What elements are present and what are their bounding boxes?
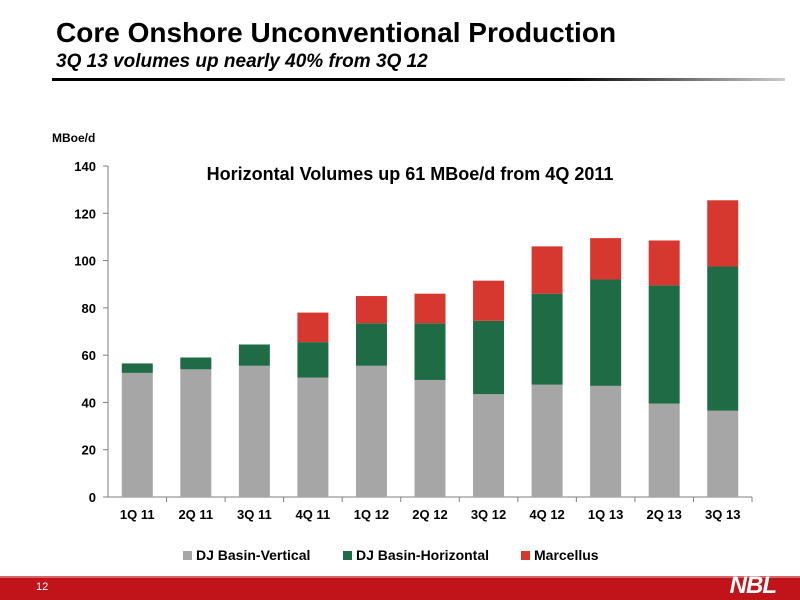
bar-marcellus-2q-13 bbox=[648, 240, 680, 286]
bar-marcellus-4q-11 bbox=[297, 312, 329, 343]
bar-dj-basin-horizontal-1q-11 bbox=[121, 363, 153, 373]
legend-label-marcellus: Marcellus bbox=[534, 547, 599, 563]
y-tick-label: 100 bbox=[74, 254, 96, 269]
bar-dj-basin-horizontal-3q-13 bbox=[707, 266, 739, 411]
bar-dj-basin-horizontal-2q-11 bbox=[180, 357, 212, 370]
bar-dj-basin-vertical-3q-11 bbox=[238, 365, 270, 497]
bar-dj-basin-horizontal-1q-12 bbox=[355, 323, 387, 366]
bar-marcellus-2q-12 bbox=[414, 293, 446, 324]
x-tick-label: 4Q 12 bbox=[529, 507, 564, 522]
bar-dj-basin-horizontal-2q-13 bbox=[648, 285, 680, 404]
chart-title: Horizontal Volumes up 61 MBoe/d from 4Q … bbox=[207, 164, 614, 184]
bar-marcellus-3q-12 bbox=[473, 280, 505, 321]
legend-label-dj-basin-vertical: DJ Basin-Vertical bbox=[196, 547, 310, 563]
footer-bar: 12 NBL bbox=[0, 572, 800, 600]
bar-dj-basin-horizontal-1q-13 bbox=[590, 279, 622, 386]
bar-marcellus-1q-13 bbox=[590, 238, 622, 280]
stacked-bar-chart: MBoe/d Horizontal Volumes up 61 MBoe/d f… bbox=[52, 131, 753, 563]
x-tick-label: 1Q 13 bbox=[588, 507, 623, 522]
legend-label-dj-basin-horizontal: DJ Basin-Horizontal bbox=[356, 547, 489, 563]
bar-dj-basin-horizontal-4q-12 bbox=[531, 293, 563, 385]
y-tick-label: 120 bbox=[74, 206, 96, 221]
y-tick-label: 60 bbox=[82, 348, 96, 363]
x-tick-label: 2Q 11 bbox=[178, 507, 213, 522]
nbl-logo: NBL bbox=[729, 572, 777, 599]
footer-stripe bbox=[0, 576, 800, 578]
bar-dj-basin-vertical-3q-13 bbox=[707, 410, 739, 497]
bar-dj-basin-horizontal-3q-12 bbox=[473, 320, 505, 395]
x-tick-label: 1Q 11 bbox=[120, 507, 155, 522]
y-tick-label: 140 bbox=[74, 159, 96, 174]
title-rule bbox=[52, 78, 785, 81]
bar-dj-basin-vertical-1q-11 bbox=[121, 372, 153, 498]
bar-dj-basin-horizontal-3q-11 bbox=[238, 344, 270, 366]
bar-marcellus-3q-13 bbox=[707, 200, 739, 267]
x-tick-label: 2Q 12 bbox=[412, 507, 447, 522]
bar-dj-basin-vertical-1q-12 bbox=[355, 365, 387, 497]
x-tick-label: 4Q 11 bbox=[296, 507, 331, 522]
bar-dj-basin-vertical-3q-12 bbox=[473, 394, 505, 497]
legend-swatch-dj-basin-vertical bbox=[183, 551, 192, 560]
y-axis-label: MBoe/d bbox=[52, 131, 95, 145]
bar-dj-basin-horizontal-4q-11 bbox=[297, 342, 329, 378]
y-tick-label: 80 bbox=[82, 301, 96, 316]
bar-dj-basin-vertical-4q-11 bbox=[297, 377, 329, 497]
x-tick-label: 2Q 13 bbox=[646, 507, 681, 522]
page-number: 12 bbox=[36, 581, 49, 593]
y-tick-label: 20 bbox=[82, 443, 96, 458]
x-tick-label: 3Q 12 bbox=[471, 507, 506, 522]
x-tick-label: 3Q 11 bbox=[237, 507, 272, 522]
bar-dj-basin-vertical-4q-12 bbox=[531, 384, 563, 497]
page-subtitle: 3Q 13 volumes up nearly 40% from 3Q 12 bbox=[56, 51, 428, 72]
x-tick-label: 3Q 13 bbox=[705, 507, 740, 522]
bar-marcellus-4q-12 bbox=[531, 246, 563, 294]
y-tick-label: 0 bbox=[89, 490, 96, 505]
x-tick-label: 1Q 12 bbox=[354, 507, 389, 522]
page-title: Core Onshore Unconventional Production bbox=[56, 17, 617, 48]
bar-marcellus-1q-12 bbox=[355, 296, 387, 324]
bar-dj-basin-vertical-2q-12 bbox=[414, 379, 446, 497]
bar-dj-basin-vertical-1q-13 bbox=[590, 385, 622, 497]
legend-swatch-dj-basin-horizontal bbox=[343, 551, 352, 560]
y-tick-label: 40 bbox=[82, 395, 96, 410]
bar-dj-basin-vertical-2q-11 bbox=[180, 369, 212, 497]
bar-dj-basin-horizontal-2q-12 bbox=[414, 323, 446, 380]
bar-dj-basin-vertical-2q-13 bbox=[648, 403, 680, 497]
legend-swatch-marcellus bbox=[521, 551, 530, 560]
